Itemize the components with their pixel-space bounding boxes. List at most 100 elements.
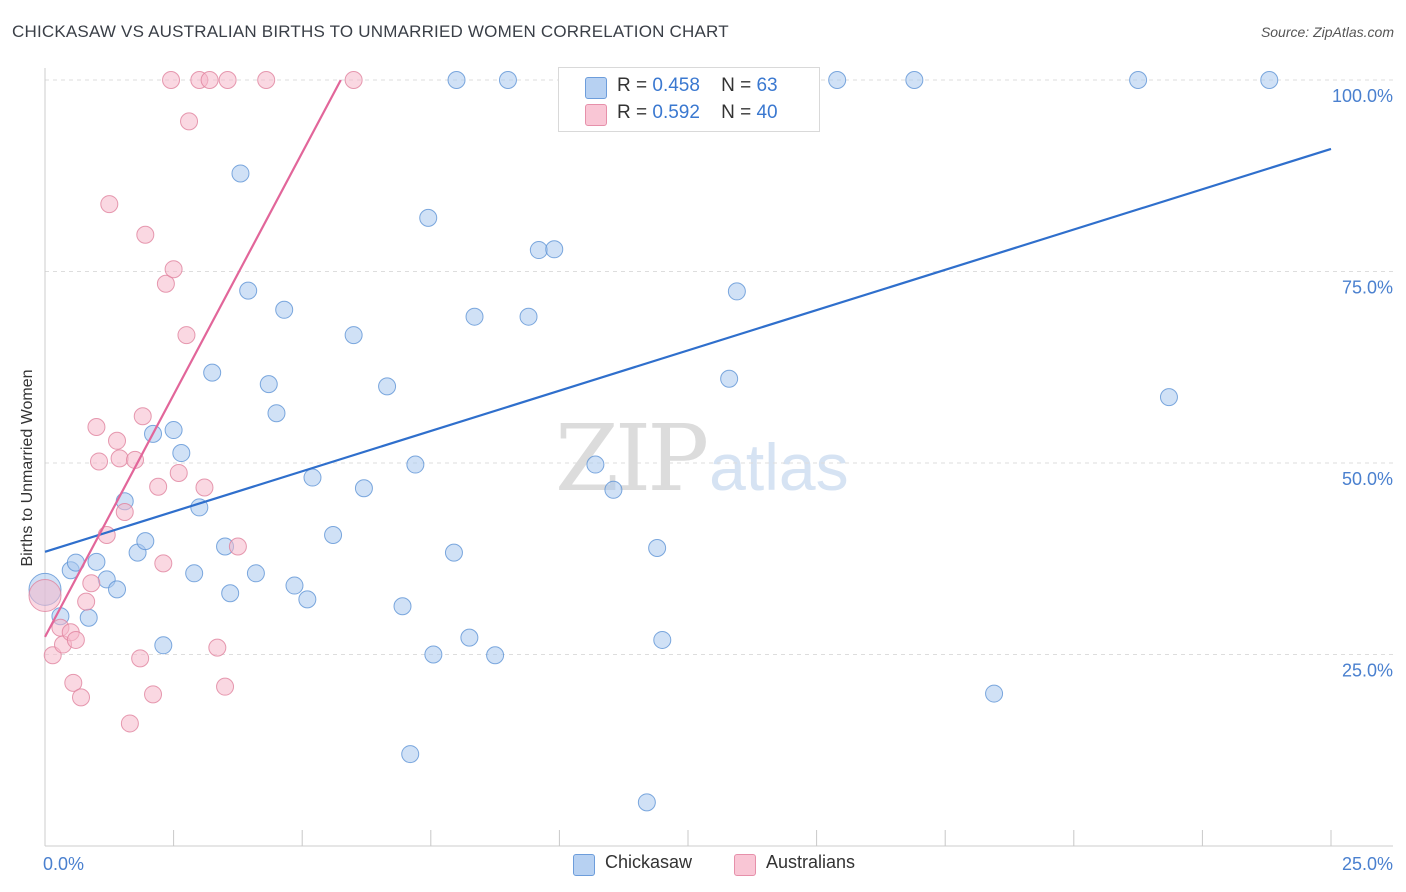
chickasaw-point (604, 480, 623, 499)
chickasaw-point (79, 608, 98, 627)
y-tick-label: 25.0% (1342, 661, 1393, 681)
australians-point (144, 685, 163, 704)
tick-label-layer: 25.0% 50.0% 75.0% 100.0% 0.0% 25.0% (43, 86, 1393, 874)
chickasaw-point (486, 646, 505, 665)
australians-point (120, 714, 139, 733)
australians-point (90, 452, 109, 471)
chickasaw-point (354, 479, 373, 498)
series-legend-label: Chickasaw (605, 852, 693, 872)
chickasaw-point (275, 300, 294, 319)
chickasaw-point (324, 526, 343, 545)
watermark-atlas: atlas (709, 430, 849, 504)
australians-point (156, 274, 175, 293)
chickasaw-point (239, 281, 258, 300)
watermark: ZIPatlas (555, 405, 849, 512)
series-legend-label: Australians (766, 852, 856, 872)
chickasaw-point (267, 404, 286, 423)
y-tick-label: 100.0% (1332, 86, 1393, 106)
chickasaw-point (378, 377, 397, 396)
chickasaw-point (172, 444, 191, 463)
chickasaw-point (303, 468, 322, 487)
chickasaw-point (720, 369, 739, 388)
chickasaw-point (519, 307, 538, 326)
chickasaw-point (344, 326, 363, 345)
chickasaw-point (529, 241, 548, 260)
chickasaw-point (1159, 388, 1178, 407)
legend-n-label: N = (721, 102, 752, 123)
chickasaw-point (87, 552, 106, 571)
australians-points (28, 71, 363, 733)
chickasaw-point (285, 576, 304, 595)
correlation-legend: R = 0.458 N = 63 R = 0.592 N = 40 (558, 67, 820, 132)
australians-point (82, 574, 101, 593)
chickasaw-point (447, 71, 466, 89)
australians-point (218, 71, 237, 89)
australians-point (257, 71, 276, 89)
chickasaw-point (246, 564, 265, 583)
australians-point (228, 537, 247, 556)
chickasaw-point (231, 164, 250, 183)
australians-point (100, 195, 119, 214)
australians-point (133, 407, 152, 426)
australians-point (77, 592, 96, 611)
legend-r-value: 0.458 (652, 75, 700, 96)
australians-point (164, 260, 183, 279)
series-legend: Chickasaw Australians (0, 852, 1406, 878)
legend-swatch-pink (734, 854, 756, 876)
chickasaw-point (203, 363, 222, 382)
chickasaw-point (185, 564, 204, 583)
chickasaw-points (28, 71, 1279, 812)
chickasaw-point (586, 455, 605, 474)
australians-point (169, 463, 188, 482)
chickasaw-point (460, 628, 479, 647)
chart-title: CHICKASAW VS AUSTRALIAN BIRTHS TO UNMARR… (12, 22, 729, 41)
chickasaw-point (465, 307, 484, 326)
australians-point (154, 554, 173, 573)
chickasaw-point (985, 684, 1004, 703)
x-tick-label: 25.0% (1342, 854, 1393, 874)
chickasaw-point (905, 71, 924, 89)
chickasaw-point (164, 421, 183, 440)
y-tick-label: 75.0% (1342, 278, 1393, 298)
australians-point (87, 417, 106, 436)
legend-swatch-blue (585, 77, 607, 99)
chickasaw-point (136, 532, 155, 551)
legend-n-value: 40 (756, 102, 778, 123)
legend-swatch-pink (585, 104, 607, 126)
axis-layer (44, 68, 1393, 847)
chickasaw-point (828, 71, 847, 89)
chickasaw-trend-line (44, 147, 1332, 553)
australians-point (180, 112, 199, 131)
australians-point (131, 649, 150, 668)
chickasaw-point (498, 71, 517, 89)
australians-point (115, 503, 134, 522)
grid-layer (45, 79, 1393, 655)
australians-point (216, 677, 235, 696)
legend-text-australians: R = 0.592 N = 40 (617, 102, 778, 124)
australians-point (200, 71, 219, 89)
chickasaw-point (545, 240, 564, 259)
australians-point (195, 478, 214, 497)
watermark-zip: ZIP (555, 405, 709, 512)
legend-n-value: 63 (756, 75, 778, 96)
chickasaw-point (648, 539, 667, 558)
chickasaw-point (221, 584, 240, 603)
australians-point (177, 326, 196, 345)
chickasaw-point (259, 375, 278, 394)
australians-point (110, 449, 129, 468)
chickasaw-point (424, 645, 443, 664)
australians-point (72, 688, 91, 707)
australians-point (64, 673, 83, 692)
legend-text-chickasaw: R = 0.458 N = 63 (617, 75, 778, 97)
chickasaw-point (298, 590, 317, 609)
chickasaw-point (108, 580, 127, 599)
chickasaw-point (393, 597, 412, 616)
source-label: Source: ZipAtlas.com (1260, 24, 1394, 40)
chickasaw-point (154, 636, 173, 655)
legend-r-label: R = (617, 75, 648, 96)
legend-swatch-blue (573, 854, 595, 876)
chickasaw-point (419, 208, 438, 227)
australians-point (28, 579, 62, 613)
australians-point (108, 431, 127, 450)
chickasaw-point (444, 543, 463, 562)
